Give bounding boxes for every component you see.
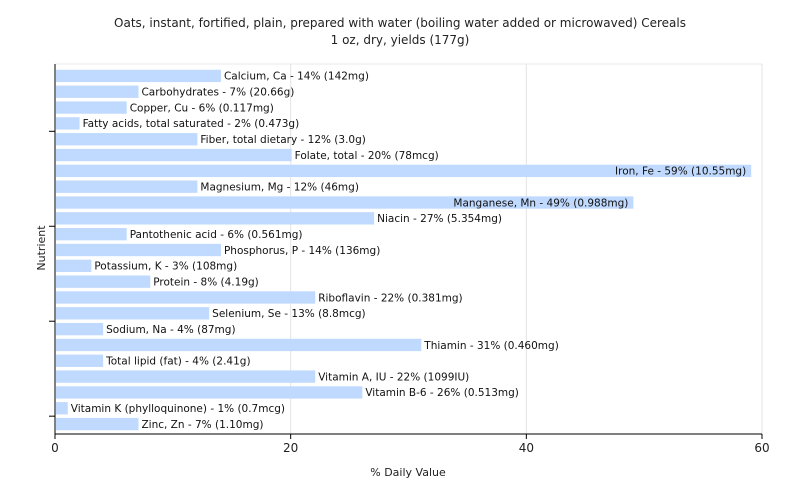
bar <box>56 164 752 178</box>
bar-label: Fatty acids, total saturated - 2% (0.473… <box>83 118 300 130</box>
chart-title: Oats, instant, fortified, plain, prepare… <box>114 16 686 30</box>
bar-label: Thiamin - 31% (0.460mg) <box>423 340 559 352</box>
chart-subtitle: 1 oz, dry, yields (177g) <box>331 33 470 47</box>
bar <box>56 338 422 352</box>
bar-label: Pantothenic acid - 6% (0.561mg) <box>130 229 303 241</box>
bar-label: Folate, total - 20% (78mcg) <box>295 150 439 162</box>
bar <box>56 196 634 209</box>
bar <box>56 133 198 146</box>
bar <box>56 148 292 162</box>
bar-label: Niacin - 27% (5.354mg) <box>377 213 502 225</box>
bar <box>56 386 363 399</box>
bar <box>56 370 316 383</box>
bar <box>56 101 127 114</box>
x-tick-label: 40 <box>519 441 534 455</box>
bar-label: Manganese, Mn - 49% (0.988mg) <box>453 197 628 209</box>
bars <box>56 69 752 431</box>
bar <box>56 322 104 336</box>
bar-label: Iron, Fe - 59% (10.55mg) <box>615 166 746 178</box>
bar-label: Zinc, Zn - 7% (1.10mg) <box>141 419 263 431</box>
bar <box>56 69 221 83</box>
bar-label: Total lipid (fat) - 4% (2.41g) <box>105 356 250 368</box>
bar <box>56 307 210 320</box>
y-axis-title: Nutrient <box>35 225 48 271</box>
bar-labels: Calcium, Ca - 14% (142mg) Carbohydrates -… <box>71 71 746 431</box>
bar-label: Vitamin A, IU - 22% (1099IU) <box>318 371 469 383</box>
bar-label: Vitamin K (phylloquinone) - 1% (0.7mcg) <box>71 403 285 415</box>
axes: 0 20 40 60 <box>49 64 770 455</box>
bar-label: Protein - 8% (4.19g) <box>153 276 259 288</box>
bar-label: Calcium, Ca - 14% (142mg) <box>224 71 369 83</box>
bar-label: Potassium, K - 3% (108mg) <box>94 261 237 273</box>
bar-label: Carbohydrates - 7% (20.66g) <box>141 87 294 99</box>
bar-label: Copper, Cu - 6% (0.117mg) <box>130 102 274 114</box>
bar <box>56 354 104 367</box>
bar <box>56 117 80 130</box>
bar <box>56 212 375 225</box>
bar <box>56 291 316 304</box>
bar <box>56 180 198 193</box>
bar <box>56 243 221 257</box>
bar-label: Vitamin B-6 - 26% (0.513mg) <box>365 387 519 399</box>
x-tick-label: 0 <box>51 441 59 455</box>
bar-label: Sodium, Na - 4% (87mg) <box>106 324 235 336</box>
bar-label: Riboflavin - 22% (0.381mg) <box>318 292 462 304</box>
bar <box>56 259 92 272</box>
x-axis-title: % Daily Value <box>370 466 446 479</box>
x-tick-label: 20 <box>283 441 298 455</box>
bar-label: Selenium, Se - 13% (8.8mcg) <box>212 308 365 320</box>
chart-title-group: Oats, instant, fortified, plain, prepare… <box>114 16 686 47</box>
bar <box>56 402 68 415</box>
bar <box>56 85 139 98</box>
bar-label: Fiber, total dietary - 12% (3.0g) <box>200 134 365 146</box>
bar <box>56 417 139 431</box>
x-tick-label: 60 <box>754 441 769 455</box>
bar-label: Phosphorus, P - 14% (136mg) <box>224 245 380 257</box>
bar-label: Magnesium, Mg - 12% (46mg) <box>200 181 359 193</box>
bar <box>56 228 127 241</box>
bar <box>56 275 151 288</box>
